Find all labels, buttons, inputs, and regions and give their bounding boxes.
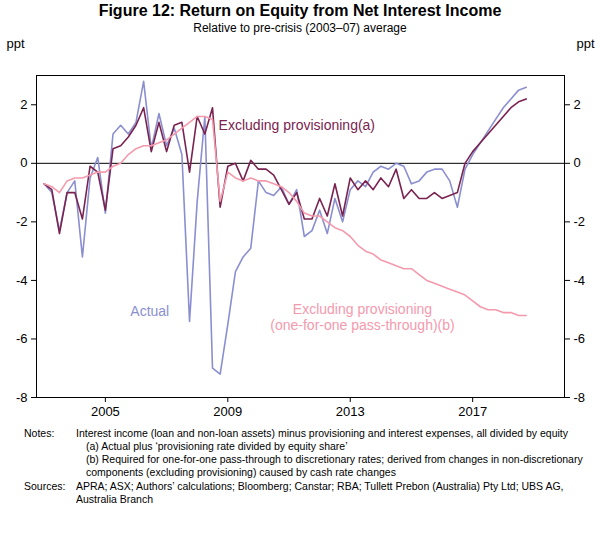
svg-text:-2: -2 — [16, 214, 28, 229]
svg-text:ppt: ppt — [576, 36, 594, 51]
html-text:Interest income (loan and non-: Interest income (loan and non-loan asset… — [76, 427, 568, 439]
html-text:Notes:: Notes: — [24, 427, 55, 439]
svg-text:2005: 2005 — [91, 404, 120, 419]
svg-text:ppt: ppt — [7, 36, 25, 51]
svg-text:2013: 2013 — [336, 404, 365, 419]
html-text:APRA; ASX; Authors’ calculatio: APRA; ASX; Authors’ calculations; Bloomb… — [76, 479, 564, 505]
svg-text:-2: -2 — [574, 214, 586, 229]
html-text:Figure 12: Return on Equity fr: Figure 12: Return on Equity from Net Int… — [98, 2, 502, 19]
svg-text:2: 2 — [20, 97, 27, 112]
svg-text:-8: -8 — [16, 390, 28, 405]
html-text:Sources:: Sources: — [24, 479, 66, 492]
svg-text:2017: 2017 — [458, 404, 487, 419]
svg-text:-6: -6 — [16, 331, 28, 346]
svg-text:Excluding provisioning(one-for: Excluding provisioning(one-for-one pass-… — [270, 301, 454, 333]
svg-text:Excluding provisioning(a): Excluding provisioning(a) — [219, 117, 375, 133]
svg-text:-6: -6 — [574, 331, 586, 346]
svg-text:-8: -8 — [574, 390, 586, 405]
html-text:Relative to pre-crisis (2003–0: Relative to pre-crisis (2003–07) average — [193, 21, 407, 35]
svg-text:-4: -4 — [16, 273, 28, 288]
svg-text:0: 0 — [574, 155, 581, 170]
svg-text:2: 2 — [574, 97, 581, 112]
svg-text:Actual: Actual — [130, 303, 169, 319]
svg-text:0: 0 — [20, 155, 27, 170]
svg-text:2009: 2009 — [213, 404, 242, 419]
html-text:(a) Actual plus ‘provisioning: (a) Actual plus ‘provisioning rate divid… — [86, 440, 348, 453]
svg-text:-4: -4 — [574, 273, 586, 288]
html-text:(b) Required for one-for-one p: (b) Required for one-for-one pass-throug… — [86, 453, 583, 479]
